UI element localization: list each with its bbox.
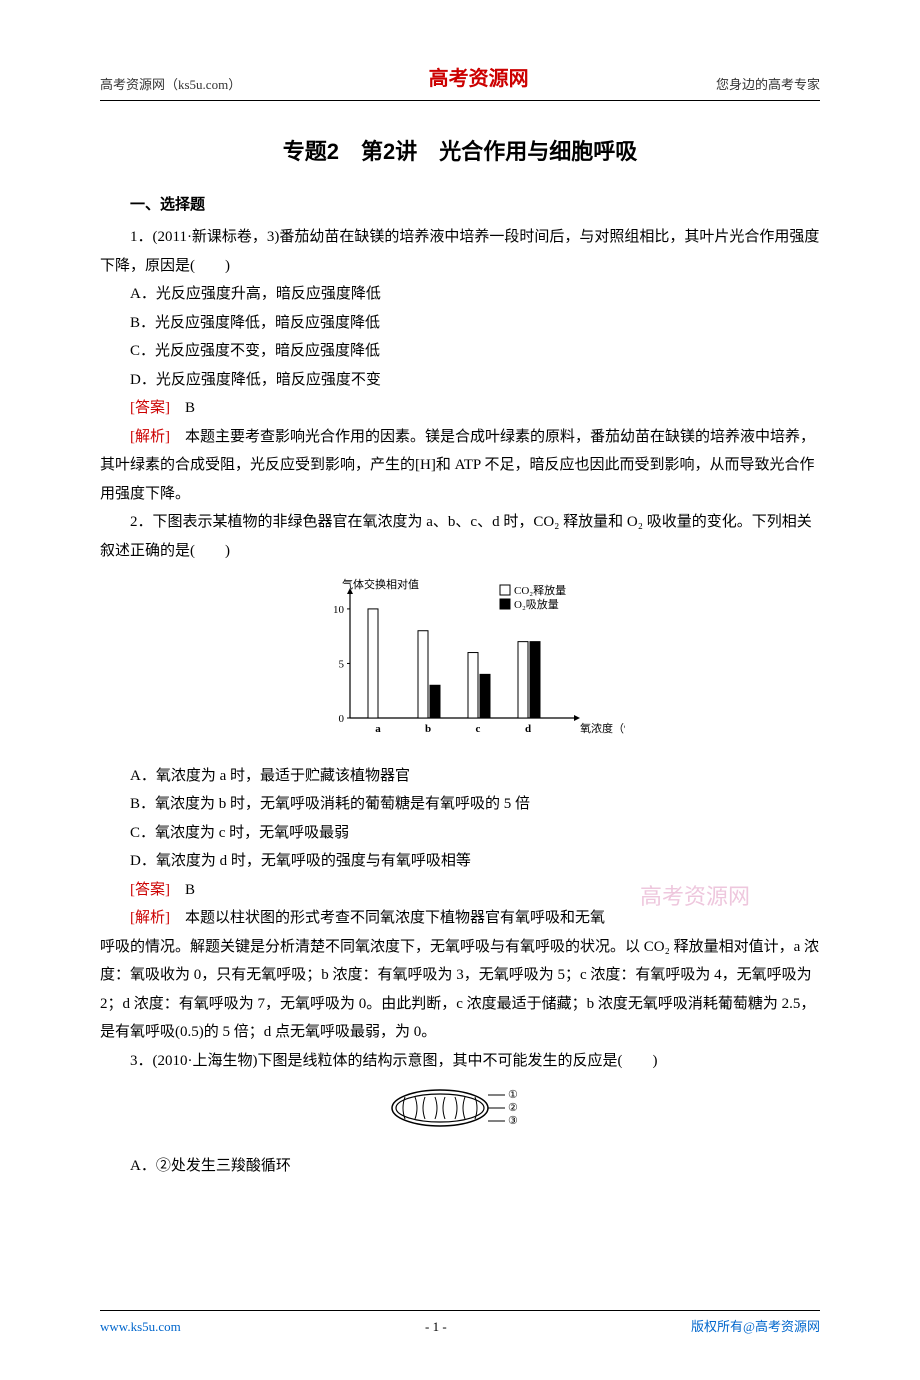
header-right: 您身边的高考专家 bbox=[716, 73, 820, 98]
q2-stem: 2．下图表示某植物的非绿色器官在氧浓度为 a、b、c、d 时，CO₂ 释放量和 … bbox=[100, 508, 820, 565]
svg-text:O₂吸放量: O₂吸放量 bbox=[514, 597, 559, 611]
bar-chart-svg: 0 5 10 气体交换相对值 CO₂释放量O₂吸放量 a b c d 氧浓度（%） bbox=[295, 573, 625, 743]
svg-text:d: d bbox=[525, 723, 531, 735]
q2-analysis: [解析] 本题以柱状图的形式考查不同氧浓度下植物器官有氧呼吸和无氧呼吸的情况。解… bbox=[100, 904, 820, 1047]
header-center-logo: 高考资源网 bbox=[429, 60, 529, 98]
q3-stem: 3．(2010·上海生物)下图是线粒体的结构示意图，其中不可能发生的反应是( ) bbox=[100, 1047, 820, 1076]
footer-right: 版权所有@高考资源网 bbox=[691, 1315, 820, 1340]
q2-answer: 高考资源网 [答案] B bbox=[100, 876, 820, 905]
page-title: 专题2 第2讲 光合作用与细胞呼吸 bbox=[100, 131, 820, 173]
q1-option-c: C．光反应强度不变，暗反应强度降低 bbox=[100, 337, 820, 366]
mitochondria-svg: ①②③ bbox=[380, 1083, 540, 1133]
q1-analysis: [解析] 本题主要考查影响光合作用的因素。镁是合成叶绿素的原料，番茄幼苗在缺镁的… bbox=[100, 423, 820, 509]
answer-value: B bbox=[185, 400, 195, 416]
svg-text:b: b bbox=[425, 723, 431, 735]
q2-option-c: C．氧浓度为 c 时，无氧呼吸最弱 bbox=[100, 819, 820, 848]
q1-option-b: B．光反应强度降低，暗反应强度降低 bbox=[100, 309, 820, 338]
svg-text:CO₂释放量: CO₂释放量 bbox=[514, 583, 566, 597]
q1-option-d: D．光反应强度降低，暗反应强度不变 bbox=[100, 366, 820, 395]
svg-text:0: 0 bbox=[339, 713, 345, 725]
svg-text:②: ② bbox=[508, 1102, 518, 1114]
svg-text:5: 5 bbox=[339, 659, 345, 671]
q3-option-a: A．②处发生三羧酸循环 bbox=[100, 1152, 820, 1181]
analysis-text: 本题以柱状图的形式考查不同氧浓度下植物器官有氧呼吸和无氧呼吸的情况。解题关键是分… bbox=[100, 910, 819, 1040]
header-left: 高考资源网（ks5u.com） bbox=[100, 73, 241, 98]
svg-text:③: ③ bbox=[508, 1115, 518, 1127]
footer-left: www.ks5u.com bbox=[100, 1315, 181, 1340]
watermark-text: 高考资源网 bbox=[610, 876, 750, 918]
q2-option-b: B．氧浓度为 b 时，无氧呼吸消耗的葡萄糖是有氧呼吸的 5 倍 bbox=[100, 790, 820, 819]
q1-stem: 1．(2011·新课标卷，3)番茄幼苗在缺镁的培养液中培养一段时间后，与对照组相… bbox=[100, 223, 820, 280]
answer-label: [答案] bbox=[130, 400, 170, 416]
analysis-label: [解析] bbox=[130, 429, 170, 445]
footer-page-number: - 1 - bbox=[425, 1315, 447, 1340]
svg-text:气体交换相对值: 气体交换相对值 bbox=[342, 577, 419, 591]
q2-option-d: D．氧浓度为 d 时，无氧呼吸的强度与有氧呼吸相等 bbox=[100, 847, 820, 876]
q3-diagram: ①②③ bbox=[100, 1083, 820, 1144]
section-heading: 一、选择题 bbox=[100, 191, 820, 220]
q1-answer: [答案] B bbox=[100, 394, 820, 423]
answer-value: B bbox=[185, 882, 195, 898]
q2-chart: 0 5 10 气体交换相对值 CO₂释放量O₂吸放量 a b c d 氧浓度（%） bbox=[100, 573, 820, 754]
svg-text:①: ① bbox=[508, 1089, 518, 1101]
page-header: 高考资源网（ks5u.com） 高考资源网 您身边的高考专家 bbox=[100, 60, 820, 101]
analysis-text: 本题主要考查影响光合作用的因素。镁是合成叶绿素的原料，番茄幼苗在缺镁的培养液中培… bbox=[100, 429, 815, 502]
q2-option-a: A．氧浓度为 a 时，最适于贮藏该植物器官 bbox=[100, 762, 820, 791]
q1-option-a: A．光反应强度升高，暗反应强度降低 bbox=[100, 280, 820, 309]
svg-text:a: a bbox=[375, 723, 381, 735]
analysis-label: [解析] bbox=[130, 910, 170, 926]
svg-text:c: c bbox=[476, 723, 481, 735]
svg-text:10: 10 bbox=[333, 604, 345, 616]
answer-label: [答案] bbox=[130, 882, 170, 898]
svg-text:氧浓度（%）: 氧浓度（%） bbox=[580, 721, 625, 735]
page-footer: www.ks5u.com - 1 - 版权所有@高考资源网 bbox=[100, 1310, 820, 1340]
